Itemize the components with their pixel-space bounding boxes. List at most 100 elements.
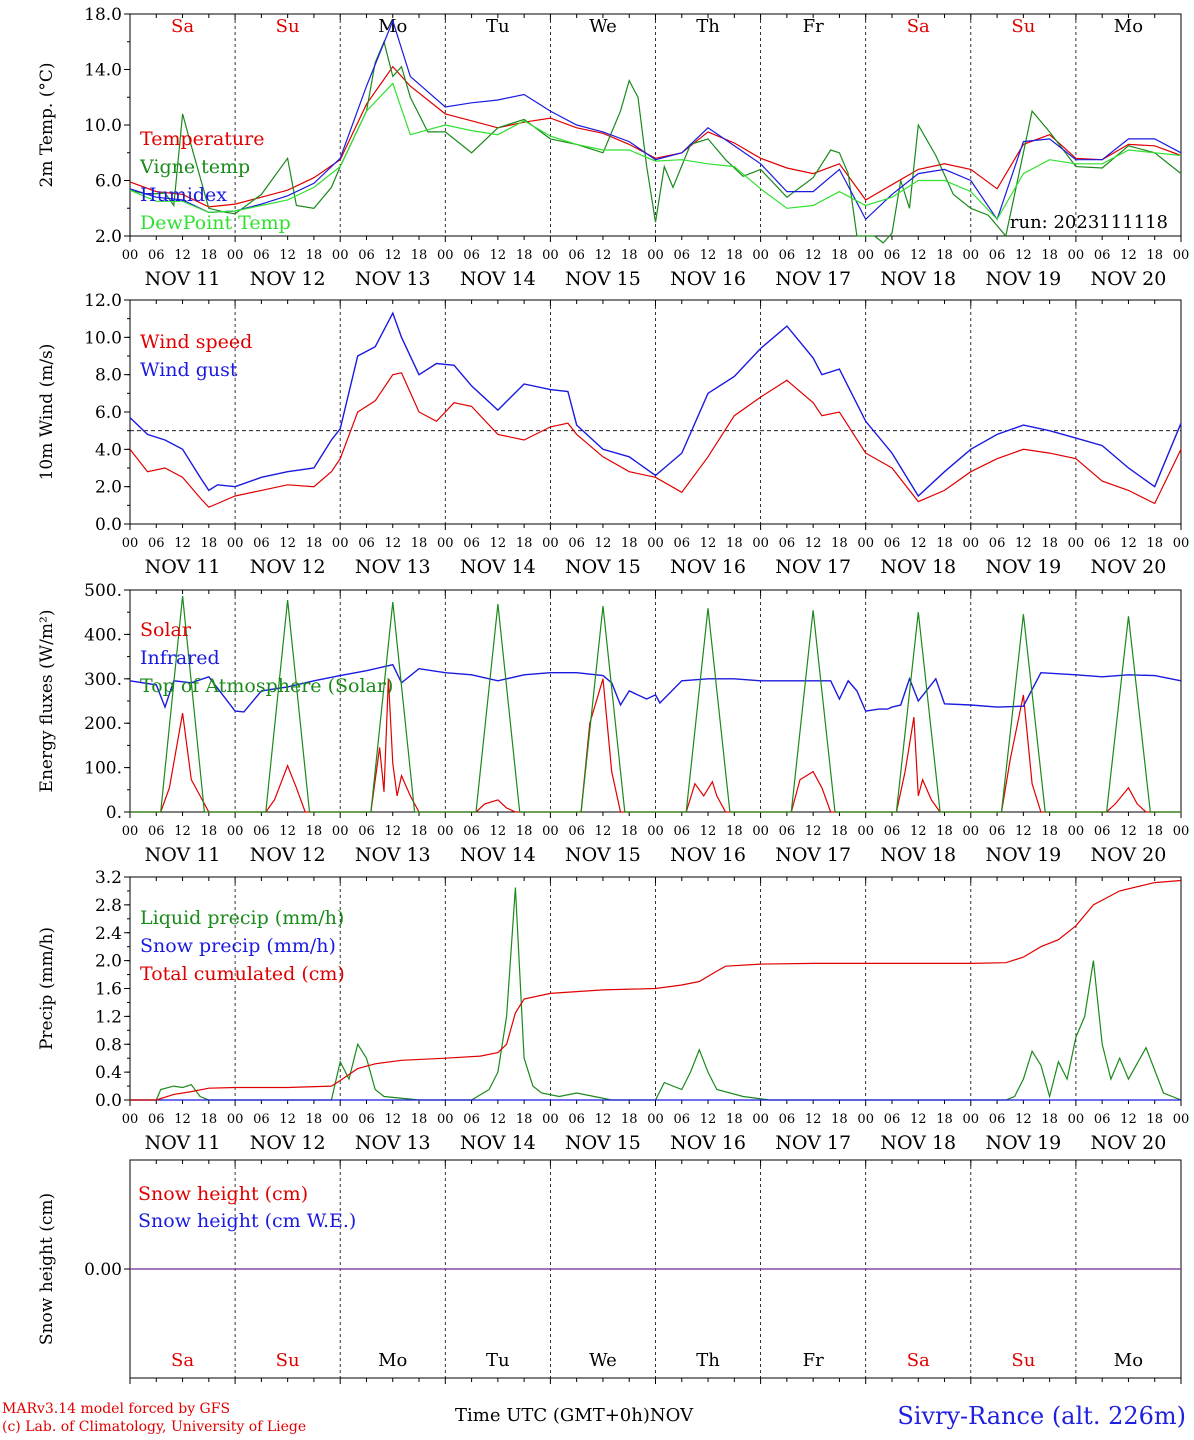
hour-tick-label: 12 <box>490 248 507 263</box>
hour-tick-label: 06 <box>358 824 375 839</box>
panel-2: 0.0 2.0 4.0 6.0 8.0 10.0 12.0 10m Wind (m/s) 00 0… <box>37 291 1189 578</box>
hour-tick-label: 12 <box>910 248 927 263</box>
hour-tick-label: 06 <box>1094 536 1111 551</box>
series-line-2 <box>129 311 1182 498</box>
y-tick-label: 4.0 <box>95 440 122 460</box>
legend-entry: Snow height (cm W.E.) <box>138 1210 356 1232</box>
hour-tick-label: 18 <box>621 1112 638 1127</box>
hour-tick-label: 00 <box>122 824 139 839</box>
hour-tick-label: 00 <box>542 1112 559 1127</box>
date-label: NOV 15 <box>565 844 641 866</box>
hour-tick-label: 18 <box>1041 248 1058 263</box>
date-label: NOV 11 <box>145 844 221 866</box>
y-tick-label: 2.0 <box>95 227 122 247</box>
hour-tick-label: 00 <box>647 824 664 839</box>
hour-tick-label: 18 <box>621 824 638 839</box>
y-tick-label: 8.0 <box>95 366 122 386</box>
hour-tick-label: 06 <box>779 1112 796 1127</box>
hour-tick-label: 06 <box>779 824 796 839</box>
hour-tick-label: 00 <box>1068 248 1085 263</box>
hour-tick-label: 00 <box>752 248 769 263</box>
hour-tick-label: 18 <box>936 248 953 263</box>
date-label: NOV 14 <box>460 1132 536 1154</box>
hour-tick-label: 18 <box>936 1112 953 1127</box>
series-line-3 <box>129 19 1182 221</box>
hour-tick-label: 18 <box>516 1112 533 1127</box>
hour-tick-label: 18 <box>411 824 428 839</box>
hour-tick-label: 18 <box>831 1112 848 1127</box>
plot-frame <box>129 299 1182 525</box>
hour-tick-label: 00 <box>1173 824 1190 839</box>
hour-tick-label: 12 <box>700 536 717 551</box>
hour-tick-label: 12 <box>805 1112 822 1127</box>
hour-tick-label: 00 <box>647 536 664 551</box>
hour-tick-label: 06 <box>358 1112 375 1127</box>
hour-tick-label: 18 <box>621 248 638 263</box>
hour-tick-label: 06 <box>674 1112 691 1127</box>
hour-tick-label: 06 <box>253 1112 270 1127</box>
hour-tick-label: 12 <box>174 1112 191 1127</box>
hour-tick-label: 12 <box>910 824 927 839</box>
hour-tick-label: 18 <box>411 248 428 263</box>
weekday-label: Sa <box>907 16 930 37</box>
hour-tick-label: 00 <box>437 1112 454 1127</box>
y-tick-label: 18.0 <box>84 5 122 25</box>
date-label: NOV 15 <box>565 556 641 578</box>
hour-tick-label: 18 <box>306 536 323 551</box>
hour-tick-label: 00 <box>1173 536 1190 551</box>
hour-tick-label: 00 <box>227 248 244 263</box>
hour-tick-label: 00 <box>1068 536 1085 551</box>
hour-tick-label: 12 <box>910 1112 927 1127</box>
hour-tick-label: 12 <box>700 1112 717 1127</box>
time-axis-label: Time UTC (GMT+0h) <box>455 1405 650 1426</box>
hour-tick-label: 06 <box>884 248 901 263</box>
date-label: NOV 16 <box>670 1132 746 1154</box>
hour-tick-label: 12 <box>595 536 612 551</box>
date-label: NOV 13 <box>355 268 431 290</box>
hour-tick-label: 12 <box>384 248 401 263</box>
hour-tick-label: 06 <box>779 536 796 551</box>
hour-tick-label: 12 <box>279 536 296 551</box>
hour-tick-label: 06 <box>463 824 480 839</box>
date-label: NOV 11 <box>145 556 221 578</box>
hour-tick-label: 18 <box>831 824 848 839</box>
y-tick-label: 12.0 <box>84 291 122 311</box>
time-axis-title: Time UTC (GMT+0h)NOV <box>455 1405 693 1426</box>
date-label: NOV 15 <box>565 1132 641 1154</box>
date-label: NOV 16 <box>670 844 746 866</box>
y-tick-label: 2.0 <box>95 478 122 498</box>
hour-tick-label: 06 <box>674 824 691 839</box>
hour-tick-label: 18 <box>1041 1112 1058 1127</box>
hour-tick-label: 00 <box>857 1112 874 1127</box>
hour-tick-label: 18 <box>726 1112 743 1127</box>
hour-tick-label: 00 <box>542 248 559 263</box>
date-label: NOV 19 <box>985 556 1061 578</box>
hour-tick-label: 06 <box>779 248 796 263</box>
hour-tick-label: 12 <box>805 248 822 263</box>
hour-tick-label: 18 <box>936 536 953 551</box>
weekday-label: We <box>589 1350 617 1371</box>
weekday-label: We <box>589 16 617 37</box>
hour-tick-label: 00 <box>437 536 454 551</box>
y-tick-label: 200. <box>84 714 122 734</box>
hour-tick-label: 12 <box>1015 824 1032 839</box>
hour-tick-label: 06 <box>989 1112 1006 1127</box>
hour-tick-label: 06 <box>148 1112 165 1127</box>
hour-tick-label: 00 <box>542 536 559 551</box>
date-label: NOV 13 <box>355 1132 431 1154</box>
hour-tick-label: 12 <box>1120 248 1137 263</box>
hour-tick-label: 06 <box>148 824 165 839</box>
y-tick-label: 400. <box>84 625 122 645</box>
weekday-label: Su <box>276 16 300 37</box>
hour-tick-label: 00 <box>227 1112 244 1127</box>
y-tick-label: 0.0 <box>95 1091 122 1111</box>
weekday-label: Tu <box>486 16 510 37</box>
weekday-label: Tu <box>486 1350 510 1371</box>
y-tick-label: 10.0 <box>84 328 122 348</box>
station-name: Sivry-Rance (alt. 226m) <box>897 1402 1186 1430</box>
weekday-label: Fr <box>803 16 824 37</box>
hour-tick-label: 00 <box>647 248 664 263</box>
legend-entry: Top of Atmosphere (Solar) <box>140 675 393 697</box>
hour-tick-label: 12 <box>174 824 191 839</box>
panel-3: 0. 100. 200. 300. 400. 500. Energy fluxes (W/m… <box>37 581 1189 866</box>
